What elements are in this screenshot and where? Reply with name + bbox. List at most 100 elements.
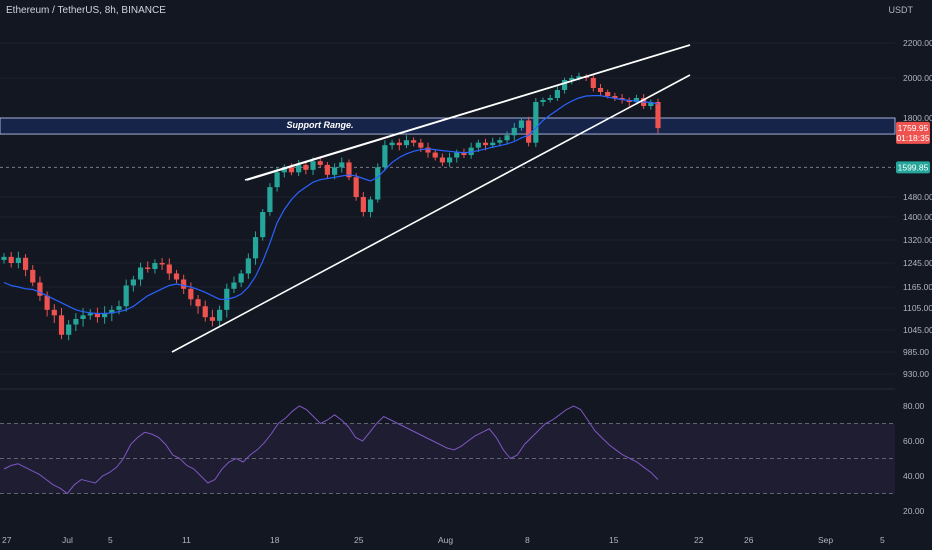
x-tick-label: 18 [270,535,280,545]
candle [554,86,560,101]
y-tick-label: 1245.00 [903,258,932,268]
candle [612,92,618,101]
candle [202,300,208,322]
candle [561,77,568,94]
x-tick-label: 11 [182,535,191,545]
y-tick-label: 1480.00 [903,192,932,202]
candle [181,274,187,294]
candle [490,137,496,149]
candle [324,161,331,179]
rsi-tick-label: 20.00 [903,506,925,516]
candle [137,262,144,286]
candle [526,116,532,147]
candle [569,75,575,85]
candle [331,163,338,180]
candle [51,304,57,324]
x-tick-label: 8 [525,535,530,545]
y-tick-label: 930.00 [903,369,929,379]
candle [590,75,596,92]
candle [533,98,539,148]
last-price-badge [896,121,930,144]
candle [439,153,445,167]
candle [518,117,525,131]
y-tick-label: 1105.00 [903,303,932,313]
candle [396,138,402,151]
candle [30,265,36,287]
candle [411,137,417,147]
x-tick-label: Sep [818,535,833,545]
y-tick-label: 985.00 [903,347,929,357]
support-range-label: Support Range. [287,120,354,130]
candle [389,139,395,150]
candle [360,192,366,217]
candle [432,149,438,161]
candle [73,313,79,332]
candle [15,251,21,269]
candle [648,99,654,110]
candle [382,140,388,172]
candle [303,161,309,175]
candle [123,279,129,312]
candle [188,282,194,306]
candle [353,173,359,201]
candle [346,159,352,181]
x-tick-label: 15 [609,535,619,545]
candle [252,231,259,265]
support-range-band [0,117,896,135]
candle [547,94,553,103]
level-price-badge [896,161,930,174]
x-tick-label: Jul [62,535,73,545]
y-tick-label: 1800.00 [903,113,932,123]
candle [224,283,230,318]
candle [238,269,244,287]
candle [195,295,201,314]
candle [8,251,14,268]
x-tick-label: 22 [694,535,704,545]
y-tick-label: 1400.00 [903,212,932,222]
candle [245,253,251,279]
candle [655,98,661,134]
y-tick-label: 2000.00 [903,73,932,83]
moving-average-line [3,95,659,315]
candle [597,84,604,97]
candle [468,142,474,159]
candle [403,135,410,149]
candle [281,164,287,178]
y-tick-label: 1165.00 [903,282,932,292]
y-tick-label: 1045.00 [903,325,932,335]
candle [37,276,43,301]
candle [58,308,65,340]
candle [267,183,273,216]
candle [511,122,517,141]
candle [145,261,151,273]
lower-trendline [171,74,691,353]
last-price-label: 1759.95 [898,123,929,133]
rsi-tick-label: 80.00 [903,401,925,411]
candle [22,254,29,277]
candle [461,148,467,158]
x-tick-label: 5 [880,535,885,545]
candle [231,276,237,293]
x-tick-label: 27 [2,535,12,545]
candle [540,97,546,107]
candle [626,97,632,107]
candle [1,253,7,264]
candle [152,259,158,274]
candle [102,306,108,324]
x-tick-label: 5 [108,535,113,545]
candle [504,131,510,145]
candle [159,258,165,270]
candle [375,163,381,203]
rsi-line [3,405,659,495]
candle [173,269,180,284]
candle [367,196,374,218]
candle [217,305,223,328]
rsi-tick-label: 40.00 [903,471,925,481]
candle [296,159,302,177]
x-tick-label: 26 [744,535,754,545]
countdown-label: 01:18:35 [896,133,929,143]
candle [497,137,503,147]
y-tick-label: 2200.00 [903,38,932,48]
candle [209,309,216,327]
